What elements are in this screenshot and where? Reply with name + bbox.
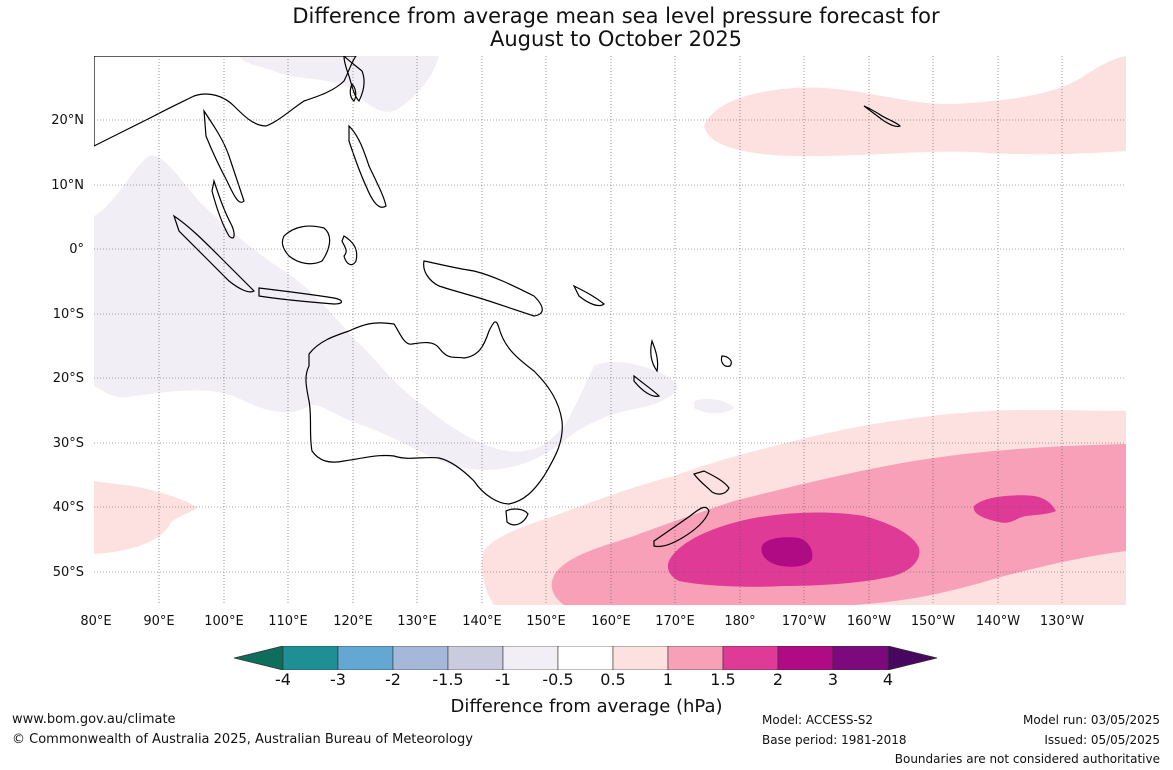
lon-label-130e: 130°E xyxy=(397,614,437,629)
sulawesi-outline xyxy=(341,235,358,266)
hawaii-outline xyxy=(863,105,902,128)
new-zealand-south-outline xyxy=(653,506,710,548)
taiwan-outline xyxy=(349,82,357,102)
malay-peninsula-outline xyxy=(211,178,235,239)
lat-label-10n: 10°N xyxy=(51,178,84,193)
colorbar-segment xyxy=(337,646,394,670)
lon-label-170w: 170°W xyxy=(781,614,827,629)
colorbar-segment xyxy=(722,646,779,670)
pressure-anomaly-map xyxy=(94,56,1126,605)
colorbar-segment xyxy=(282,646,339,670)
lat-label-20s: 20°S xyxy=(52,371,84,386)
lon-label-120e: 120°E xyxy=(333,614,373,629)
colorbar-segment xyxy=(667,646,724,670)
colorbar-tick: -3 xyxy=(330,670,346,689)
sumatra-outline xyxy=(172,214,255,293)
philippines-outline xyxy=(348,124,387,208)
colorbar-segment xyxy=(777,646,834,670)
lat-label-0: 0° xyxy=(69,242,84,257)
lon-label-130w: 130°W xyxy=(1039,614,1085,629)
tasmania-outline xyxy=(505,508,529,526)
positive-anomaly-region-north-pacific xyxy=(704,56,1126,157)
positive-anomaly-2-region xyxy=(761,537,813,567)
colorbar-low-arrow xyxy=(234,646,284,670)
negative-anomaly-region-north xyxy=(239,56,439,112)
map-title: Difference from average mean sea level p… xyxy=(0,5,1173,51)
lon-label-150e: 150°E xyxy=(526,614,566,629)
colorbar-tick: 3 xyxy=(827,670,839,689)
colorbar-segment xyxy=(392,646,449,670)
lon-label-170e: 170°E xyxy=(655,614,695,629)
coastlines xyxy=(94,56,902,548)
colorbar-segment xyxy=(557,646,614,670)
lon-label-140e: 140°E xyxy=(462,614,502,629)
new-zealand-north-outline xyxy=(693,470,730,495)
colorbar-tick: -1.5 xyxy=(432,670,464,689)
lon-label-90e: 90°E xyxy=(143,614,175,629)
colorbar-tick: -4 xyxy=(275,670,291,689)
lon-label-160e: 160°E xyxy=(591,614,631,629)
lat-label-50s: 50°S xyxy=(52,565,84,580)
new-caledonia-outline xyxy=(633,374,661,397)
colorbar-tick: 4 xyxy=(882,670,894,689)
footer-copyright: © Commonwealth of Australia 2025, Austra… xyxy=(12,732,473,747)
japan-outline xyxy=(343,56,365,103)
title-line-2: August to October 2025 xyxy=(489,27,743,51)
colorbar-tick: 0.5 xyxy=(600,670,626,689)
colorbar-segment xyxy=(502,646,559,670)
gridlines xyxy=(94,56,1126,605)
lon-label-150w: 150°W xyxy=(910,614,956,629)
lon-label-80e: 80°E xyxy=(80,614,112,629)
footer-model-run: Model run: 03/05/2025 xyxy=(1022,713,1160,727)
fiji-outline xyxy=(720,355,732,367)
colorbar-segment xyxy=(612,646,669,670)
lat-label-20n: 20°N xyxy=(51,113,84,128)
colorbar xyxy=(234,646,938,670)
colorbar-tick: 1.5 xyxy=(710,670,736,689)
asia-mainland-outline xyxy=(94,56,357,147)
colorbar-tick: 2 xyxy=(772,670,784,689)
positive-anomaly-region-west xyxy=(94,481,197,554)
vanuatu-outline xyxy=(650,338,659,373)
lon-label-180: 180° xyxy=(724,614,756,629)
lon-label-160w: 160°W xyxy=(846,614,892,629)
footer-issued: Issued: 05/05/2025 xyxy=(1044,733,1160,747)
new-guinea-outline xyxy=(423,260,543,317)
colorbar-tick: -1 xyxy=(495,670,511,689)
lon-label-140w: 140°W xyxy=(975,614,1021,629)
colorbar-tick: 1 xyxy=(662,670,674,689)
negative-anomaly-region-coral-sea xyxy=(694,398,734,414)
australia-outline xyxy=(305,321,563,505)
lon-label-110e: 110°E xyxy=(268,614,308,629)
lon-label-100e: 100°E xyxy=(204,614,244,629)
colorbar-title: Difference from average (hPa) xyxy=(450,696,723,717)
negative-anomaly-region-indian-ocean xyxy=(94,155,677,470)
title-line-1: Difference from average mean sea level p… xyxy=(292,4,940,28)
colorbar-segment xyxy=(447,646,504,670)
footer-model: Model: ACCESS-S2 xyxy=(762,713,874,727)
positive-anomaly-1-5-region-east xyxy=(973,495,1056,523)
colorbar-segment xyxy=(832,646,889,670)
colorbar-high-arrow xyxy=(887,646,938,670)
borneo-outline xyxy=(281,225,331,265)
colorbar-tick: -2 xyxy=(385,670,401,689)
colorbar-tick: -0.5 xyxy=(542,670,574,689)
lat-label-30s: 30°S xyxy=(52,436,84,451)
footer-base-period: Base period: 1981-2018 xyxy=(762,733,907,747)
lat-label-10s: 10°S xyxy=(52,307,84,322)
lat-label-40s: 40°S xyxy=(52,500,84,515)
footer-disclaimer: Boundaries are not considered authoritat… xyxy=(894,752,1160,766)
solomon-islands-outline xyxy=(572,284,605,307)
footer-url[interactable]: www.bom.gov.au/climate xyxy=(12,712,176,727)
